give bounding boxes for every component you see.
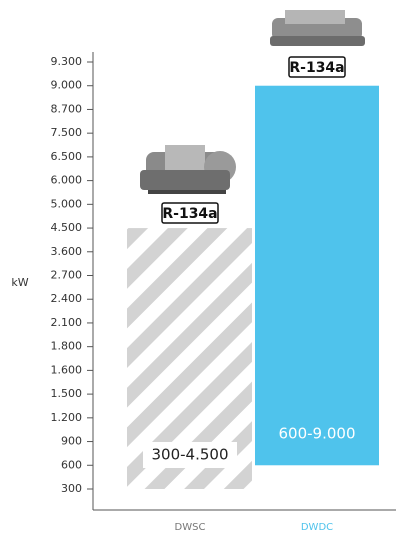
y-tick-label: 6.000 — [51, 174, 83, 187]
y-tick-label: 600 — [61, 458, 82, 471]
chiller-image — [140, 145, 236, 194]
y-tick-label: 1.800 — [51, 340, 83, 353]
y-tick-label: 900 — [61, 435, 82, 448]
y-tick-label: 300 — [61, 482, 82, 495]
y-tick-label: 2.400 — [51, 292, 83, 305]
y-tick-label: 1.600 — [51, 363, 83, 376]
annotation: R-134a — [289, 60, 344, 76]
y-tick-label: 9.300 — [51, 55, 83, 68]
y-tick-label: 3.600 — [51, 245, 83, 258]
value-label: 300-4.500 — [152, 446, 229, 464]
y-tick-label: 2.100 — [51, 316, 83, 329]
annotation: R-134a — [162, 206, 217, 222]
value-label-box — [143, 442, 237, 468]
annotation-box — [161, 202, 219, 224]
chiller-image — [270, 10, 365, 46]
y-tick-label: 7.500 — [51, 126, 83, 139]
y-tick-label: 1.500 — [51, 387, 83, 400]
y-axis-label: kW — [11, 276, 28, 289]
y-tick-label: 5.000 — [51, 197, 83, 210]
x-tick-label: DWDC — [301, 522, 333, 533]
y-tick-label: 4.500 — [51, 221, 83, 234]
y-tick-label: 2.700 — [51, 269, 83, 282]
annotation-box — [288, 56, 346, 78]
y-tick-label: 9.000 — [51, 79, 83, 92]
y-tick-label: 1.200 — [51, 411, 83, 424]
y-tick-label: 6.500 — [51, 150, 83, 163]
x-tick-label: DWSC — [175, 522, 206, 533]
y-tick-label: 8.700 — [51, 102, 83, 115]
value-label: 600-9.000 — [279, 425, 356, 443]
bar — [255, 85, 379, 466]
